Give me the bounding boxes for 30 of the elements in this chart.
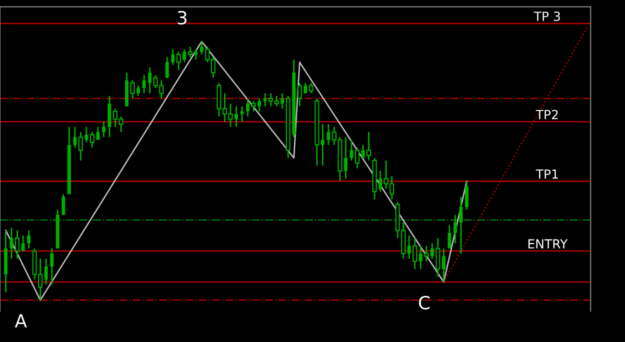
candlestick (27, 230, 31, 250)
candlestick (102, 121, 106, 138)
text: A (14, 314, 27, 328)
candlestick (459, 196, 463, 254)
ref-line-label: ENTRY (528, 239, 568, 248)
ref-line-label: TP1 (536, 169, 558, 179)
candlestick (62, 193, 66, 216)
candlestick (171, 48, 175, 66)
ref-line-label: TP2 (536, 110, 558, 120)
candlestick (453, 214, 457, 244)
candlestick (366, 131, 372, 162)
candlestick (465, 180, 468, 210)
candlestick (44, 258, 48, 286)
candlestick (361, 144, 365, 159)
candlestick (442, 248, 446, 283)
candlestick (326, 124, 330, 146)
candlestick (50, 248, 54, 286)
candlestick (308, 82, 314, 94)
candlestick (148, 66, 152, 94)
candlestick (142, 74, 146, 94)
candlestick (320, 124, 324, 166)
candlestick (350, 139, 354, 162)
candlestick (354, 146, 360, 169)
candlestick (448, 224, 452, 250)
candlestick (246, 98, 250, 118)
candlestick (21, 234, 25, 252)
text: 3 (178, 10, 187, 25)
candlestick (165, 56, 169, 78)
candlestick (73, 126, 77, 148)
ref-line-label: TP 3 (534, 12, 560, 22)
